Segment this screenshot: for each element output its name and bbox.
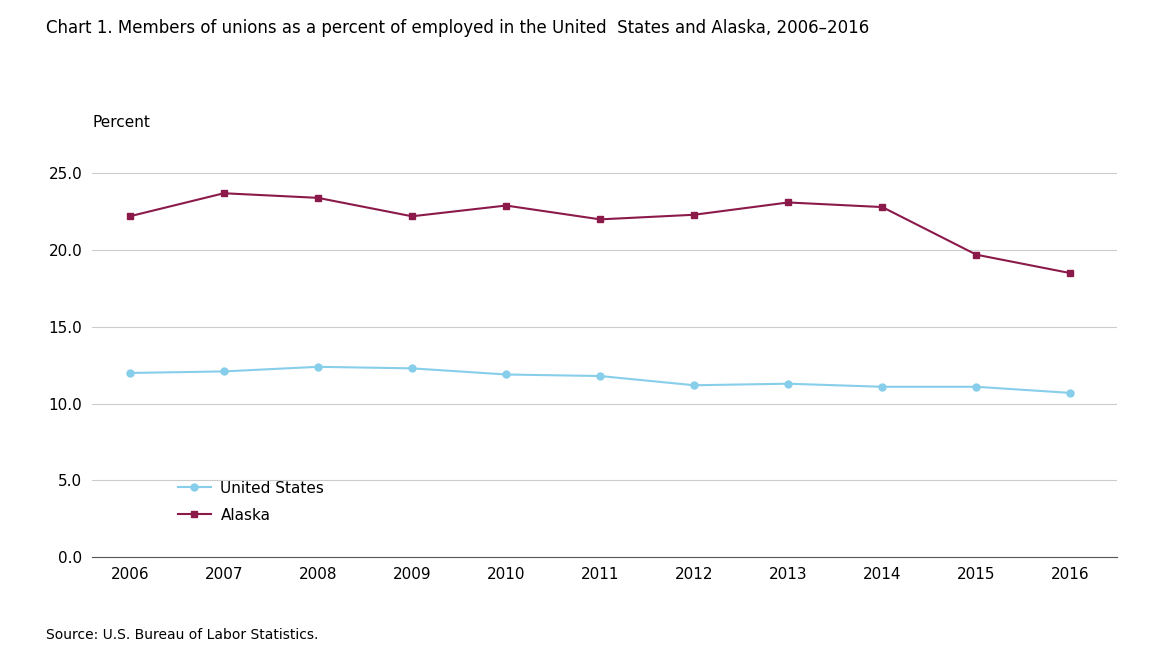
United States bbox=[1063, 389, 1077, 397]
Text: Chart 1. Members of unions as a percent of employed in the United  States and Al: Chart 1. Members of unions as a percent … bbox=[46, 19, 870, 38]
Alaska bbox=[123, 213, 137, 220]
Alaska bbox=[311, 194, 325, 202]
United States bbox=[311, 363, 325, 371]
Alaska bbox=[781, 198, 795, 206]
United States bbox=[406, 364, 419, 372]
United States bbox=[123, 369, 137, 377]
United States bbox=[593, 372, 607, 380]
United States bbox=[688, 382, 702, 389]
Alaska bbox=[688, 211, 702, 218]
Line: Alaska: Alaska bbox=[127, 190, 1074, 277]
Alaska bbox=[499, 202, 513, 209]
Legend: United States, Alaska: United States, Alaska bbox=[172, 474, 331, 529]
Text: Source: U.S. Bureau of Labor Statistics.: Source: U.S. Bureau of Labor Statistics. bbox=[46, 627, 318, 642]
Alaska bbox=[406, 213, 419, 220]
Alaska bbox=[217, 189, 230, 197]
Alaska bbox=[593, 216, 607, 224]
Alaska bbox=[1063, 269, 1077, 277]
United States bbox=[217, 367, 230, 375]
United States bbox=[970, 383, 984, 391]
United States bbox=[781, 380, 795, 388]
Alaska bbox=[876, 203, 889, 211]
Alaska bbox=[970, 251, 984, 259]
United States bbox=[499, 371, 513, 378]
United States bbox=[876, 383, 889, 391]
Line: United States: United States bbox=[127, 364, 1074, 397]
Text: Percent: Percent bbox=[92, 115, 150, 130]
